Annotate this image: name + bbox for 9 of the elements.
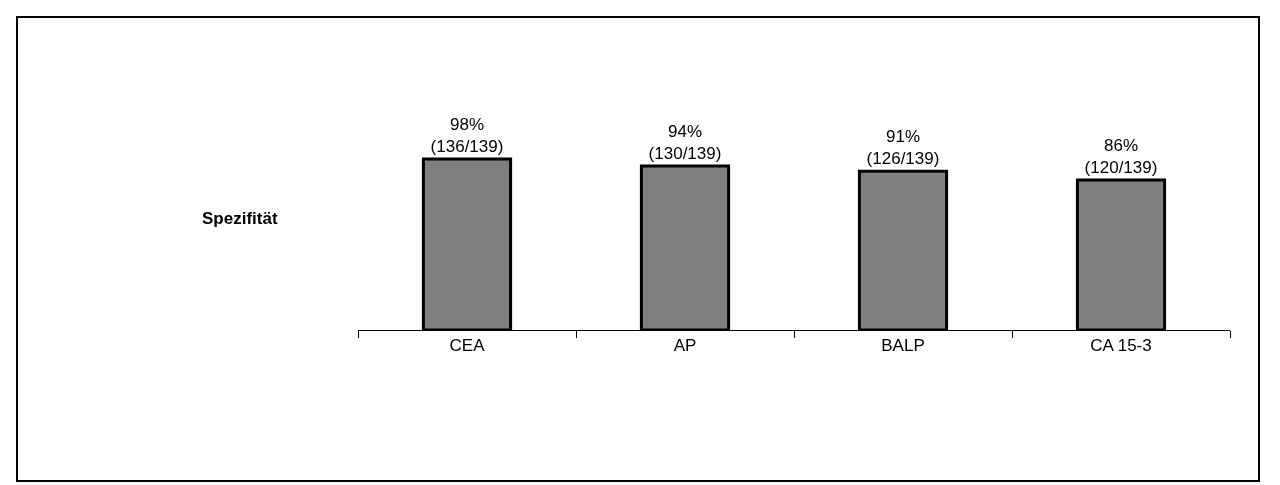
- data-label: 86% (120/139): [1084, 135, 1158, 177]
- y-axis-title: Spezifität: [202, 209, 278, 228]
- x-tick-label: CA 15-3: [1090, 336, 1152, 356]
- data-label: 94% (130/139): [648, 121, 722, 163]
- x-tick-label: CEA: [449, 336, 486, 356]
- x-tick-label: BALP: [881, 336, 925, 356]
- data-label: 98% (136/139): [430, 114, 504, 156]
- data-label: 91% (126/139): [866, 127, 940, 169]
- x-tick-label: AP: [673, 336, 697, 356]
